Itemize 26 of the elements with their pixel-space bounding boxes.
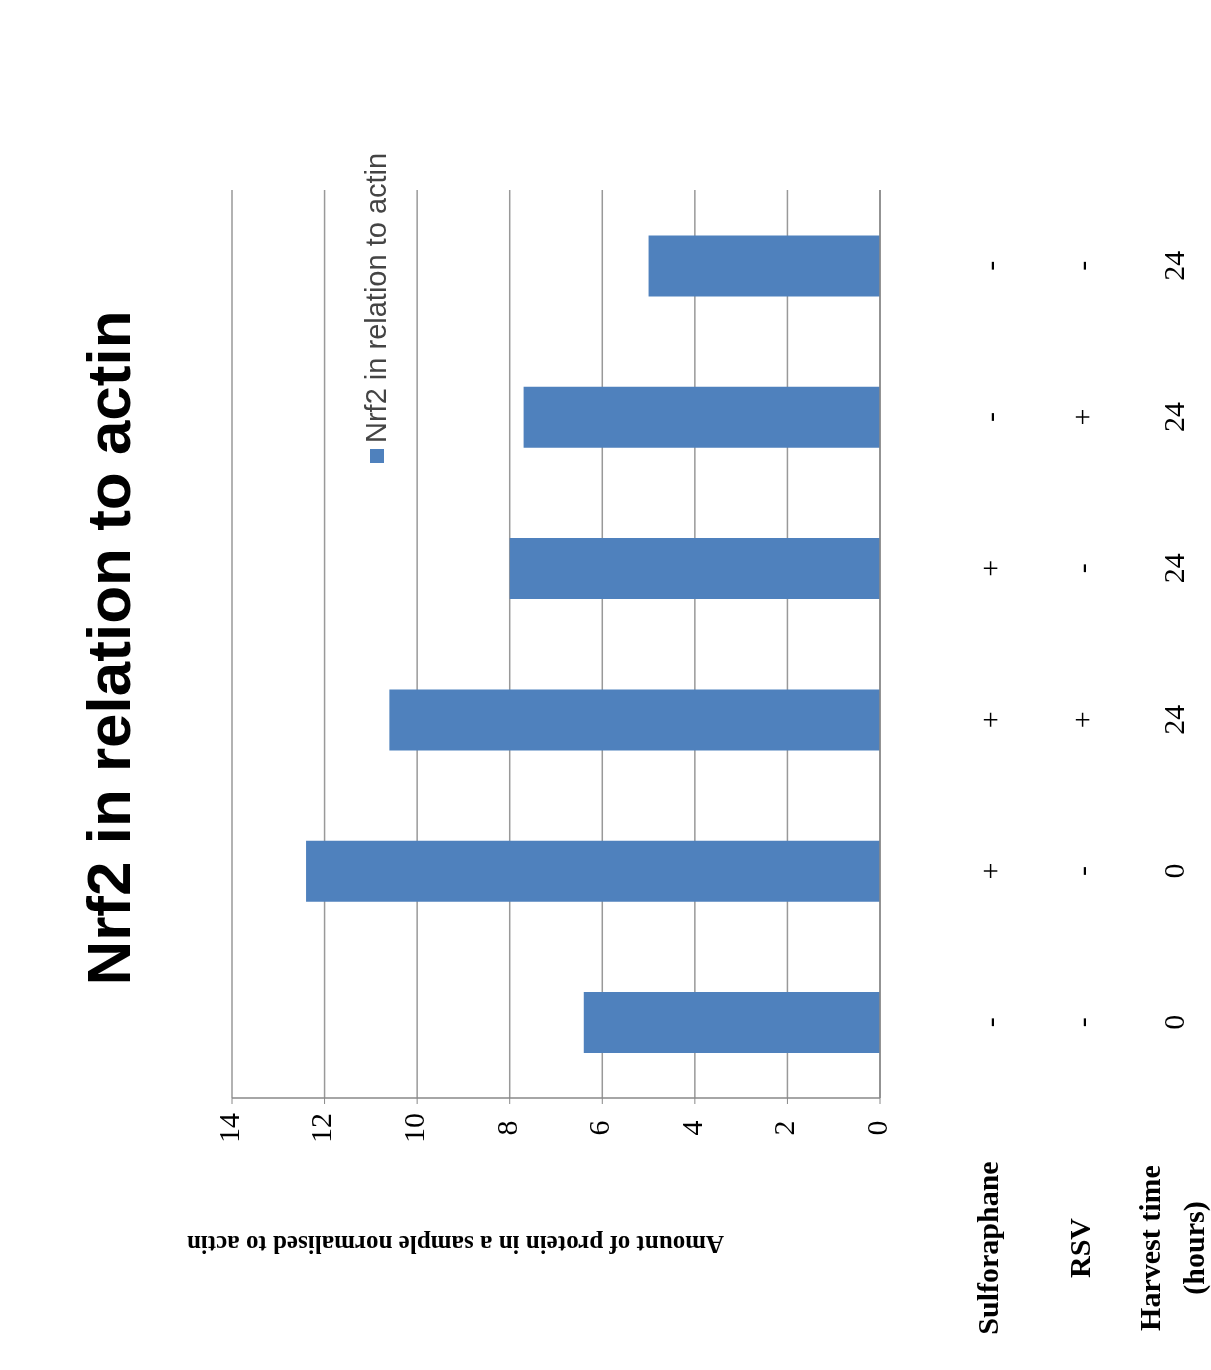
text: Nrf2 in relation to actin xyxy=(360,152,393,443)
category-label: + - 0 xyxy=(972,862,1190,880)
category-label: + + 24 xyxy=(972,704,1190,735)
category-label: - + 24 xyxy=(972,402,1190,432)
category-label: + - 24 xyxy=(972,553,1190,584)
bar xyxy=(509,538,880,600)
x-tick-label: 0 xyxy=(859,1120,893,1136)
x-tick-label: 6 xyxy=(582,1120,616,1136)
x-axis-title: Amount of protein in a sample normalised to actin xyxy=(185,1230,726,1258)
text: Sulforaphane xyxy=(970,1160,1005,1337)
x-tick-label: 12 xyxy=(304,1113,338,1143)
category-label: - - 0 xyxy=(972,1014,1190,1030)
x-tick-label: 2 xyxy=(767,1120,801,1136)
bar xyxy=(523,386,880,448)
x-tick-label: 10 xyxy=(397,1113,431,1143)
text: Harvest time (hours) xyxy=(1132,1164,1211,1333)
text: RSV xyxy=(1062,1217,1097,1280)
bar xyxy=(306,840,880,902)
bar xyxy=(648,235,880,297)
bar xyxy=(583,992,880,1054)
bar xyxy=(389,689,880,751)
x-tick-label: 8 xyxy=(489,1120,523,1136)
text: Nrf2 in relation to actin xyxy=(72,310,144,986)
category-label: - - 24 xyxy=(972,250,1190,281)
x-tick-label: 4 xyxy=(674,1120,708,1136)
x-tick-label: 14 xyxy=(211,1113,245,1143)
